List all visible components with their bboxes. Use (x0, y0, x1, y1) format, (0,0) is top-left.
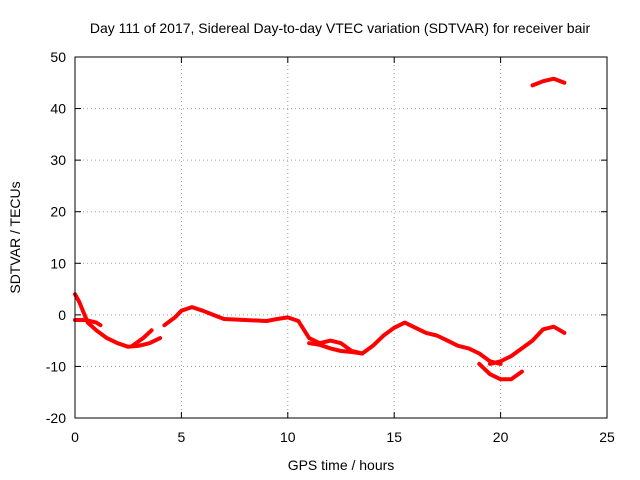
x-axis-label: GPS time / hours (288, 457, 395, 473)
series-line-segment-6 (477, 361, 524, 382)
y-tick-label: 50 (50, 49, 66, 65)
y-tick-label: 0 (58, 307, 66, 323)
y-tick-label: 30 (50, 152, 66, 168)
x-tick-label: 5 (178, 429, 186, 445)
y-axis-label: SDTVAR / TECUs (7, 181, 23, 293)
series-line-segment-4 (162, 305, 503, 366)
series-line-segment-5 (307, 341, 365, 356)
plot-frame (74, 56, 608, 419)
y-tick-label: -20 (46, 410, 66, 426)
series (73, 76, 567, 382)
series-line-segment-7 (488, 324, 567, 366)
x-tick-label: 10 (280, 429, 296, 445)
series-line-segment-8 (530, 76, 567, 88)
y-tick-label: 40 (50, 101, 66, 117)
chart-title: Day 111 of 2017, Sidereal Day-to-day VTE… (90, 20, 591, 36)
x-tick-label: 15 (386, 429, 402, 445)
x-tick-label: 0 (71, 429, 79, 445)
x-tick-label: 20 (493, 429, 509, 445)
y-tick-label: 20 (50, 204, 66, 220)
series-line-segment-1 (73, 292, 163, 349)
y-tick-label: 10 (50, 255, 66, 271)
y-tick-label: -10 (46, 358, 66, 374)
grid (75, 57, 607, 418)
series-line-segment-2 (73, 318, 103, 328)
series-line-segment-3 (130, 328, 154, 348)
x-tick-label: 25 (599, 429, 615, 445)
